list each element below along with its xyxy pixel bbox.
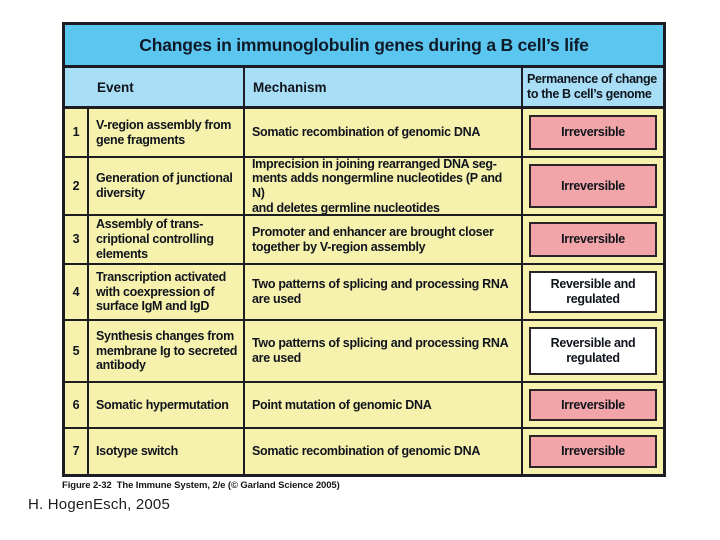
header-event: Event <box>65 68 245 106</box>
mechanism-cell: Two patterns of splicing and processing … <box>245 321 523 381</box>
permanence-cell: Reversible and regulated <box>523 321 663 381</box>
mechanism-cell: Imprecision in joining rearranged DNA se… <box>245 157 523 215</box>
permanence-cell: Irreversible <box>523 109 663 156</box>
event-cell: Isotype switch <box>89 429 245 474</box>
table-row-2: 2 Generation of junctional diversity Imp… <box>65 156 663 215</box>
permanence-cell: Irreversible <box>523 158 663 214</box>
table-row-6: 6 Somatic hypermutation Point mutation o… <box>65 381 663 427</box>
header-permanence: Permanence of change to the B cell’s gen… <box>527 72 657 101</box>
event-cell: Generation of junctional diversity <box>89 158 245 214</box>
permanence-box-irreversible: Irreversible <box>529 115 657 150</box>
table-row-7: 7 Isotype switch Somatic recombination o… <box>65 427 663 474</box>
immunoglobulin-changes-table: Changes in immunoglobulin genes during a… <box>62 22 666 477</box>
mechanism-cell: Point mutation of genomic DNA <box>245 383 523 427</box>
table-row-4: 4 Transcription activated with coexpress… <box>65 263 663 319</box>
permanence-cell: Irreversible <box>523 383 663 427</box>
permanence-box-irreversible: Irreversible <box>529 164 657 208</box>
mechanism-cell: Promoter and enhancer are brought closer… <box>245 216 523 263</box>
permanence-box-irreversible: Irreversible <box>529 222 657 257</box>
row-number: 1 <box>65 109 89 156</box>
attribution-text: H. HogenEsch, 2005 <box>28 496 171 513</box>
event-cell: Transcription activated with coexpressio… <box>89 265 245 319</box>
permanence-cell: Irreversible <box>523 216 663 263</box>
permanence-cell: Irreversible <box>523 429 663 474</box>
table-row-5: 5 Synthesis changes from membrane Ig to … <box>65 319 663 381</box>
mechanism-cell: Two patterns of splicing and processing … <box>245 265 523 319</box>
table-body: 1 V-region assembly from gene fragments … <box>65 109 663 474</box>
mechanism-cell: Somatic recombination of genomic DNA <box>245 109 523 156</box>
mechanism-cell: Somatic recombination of genomic DNA <box>245 429 523 474</box>
permanence-box-reversible: Reversible and regulated <box>529 271 657 313</box>
permanence-cell: Reversible and regulated <box>523 265 663 319</box>
row-number: 4 <box>65 265 89 319</box>
permanence-box-reversible: Reversible and regulated <box>529 327 657 375</box>
table-title: Changes in immunoglobulin genes during a… <box>65 25 663 68</box>
permanence-box-irreversible: Irreversible <box>529 389 657 421</box>
event-cell: Assembly of trans- criptional controllin… <box>89 216 245 263</box>
event-cell: Somatic hypermutation <box>89 383 245 427</box>
table-row-1: 1 V-region assembly from gene fragments … <box>65 109 663 156</box>
row-number: 7 <box>65 429 89 474</box>
row-number: 3 <box>65 216 89 263</box>
figure-caption: Figure 2-32 The Immune System, 2/e (© Ga… <box>62 480 340 491</box>
permanence-box-irreversible: Irreversible <box>529 435 657 468</box>
row-number: 5 <box>65 321 89 381</box>
table-row-3: 3 Assembly of trans- criptional controll… <box>65 214 663 263</box>
row-number: 2 <box>65 158 89 214</box>
header-mechanism: Mechanism <box>245 68 523 106</box>
event-cell: V-region assembly from gene fragments <box>89 109 245 156</box>
table-header-row: Event Mechanism Permanence of change to … <box>65 68 663 109</box>
event-cell: Synthesis changes from membrane Ig to se… <box>89 321 245 381</box>
row-number: 6 <box>65 383 89 427</box>
